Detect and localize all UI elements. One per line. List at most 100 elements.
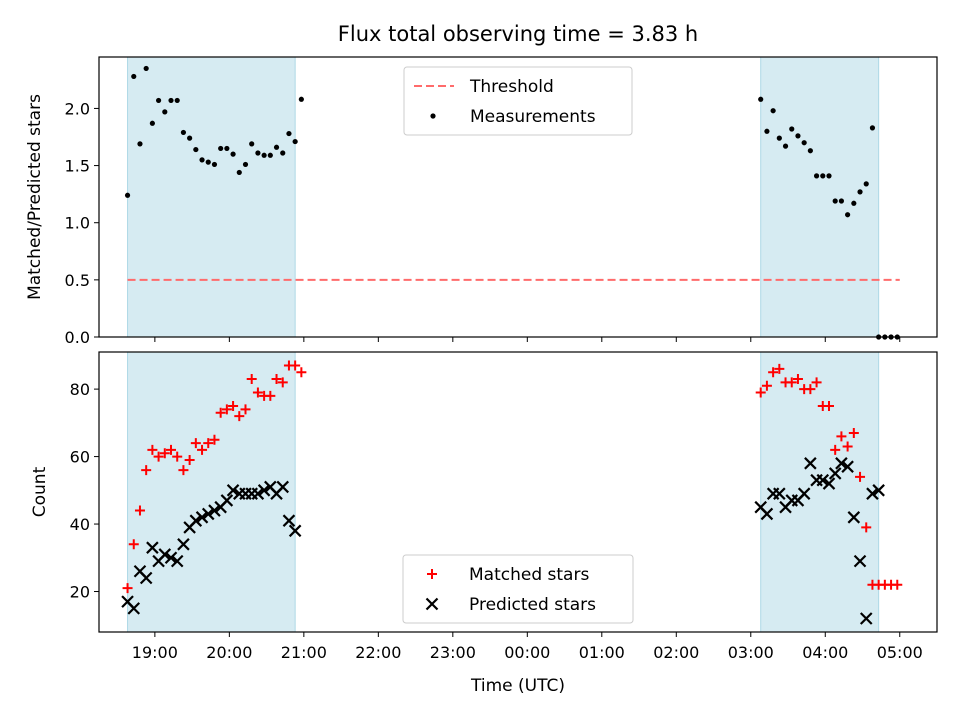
matched-star-point bbox=[290, 360, 301, 371]
measurement-point bbox=[764, 128, 770, 134]
predicted-star-point bbox=[170, 554, 184, 568]
measurement-point bbox=[826, 173, 832, 179]
predicted-star-point bbox=[822, 477, 836, 490]
measurement-point bbox=[255, 150, 261, 156]
bottom-frame bbox=[98, 351, 938, 633]
measurement-point bbox=[149, 120, 155, 126]
x-tick-label: 22:00 bbox=[355, 643, 401, 662]
legend-label: Threshold bbox=[469, 77, 554, 97]
matched-star-point bbox=[855, 471, 866, 482]
predicted-star-point bbox=[177, 538, 190, 551]
predicted-star-point bbox=[146, 541, 159, 554]
matched-star-point bbox=[153, 451, 164, 462]
matched-star-point bbox=[761, 380, 772, 391]
x-tick-label: 02:00 bbox=[653, 643, 699, 662]
matched-star-point bbox=[768, 367, 779, 378]
measurement-point bbox=[143, 65, 149, 72]
predicted-star-point bbox=[816, 473, 830, 487]
matched-star-point bbox=[861, 522, 872, 533]
matched-star-point bbox=[774, 363, 785, 374]
measurement-point bbox=[851, 200, 857, 206]
measurement-point bbox=[267, 152, 273, 158]
measurement-point bbox=[807, 148, 813, 154]
predicted-star-point bbox=[872, 484, 885, 497]
matched-star-point bbox=[277, 377, 288, 388]
x-tick-label: 23:00 bbox=[430, 643, 476, 662]
x-axis-label: Time (UTC) bbox=[470, 676, 565, 696]
predicted-star-point bbox=[804, 457, 817, 470]
legend-swatch bbox=[430, 113, 436, 119]
matched-star-point bbox=[166, 444, 177, 455]
measurement-point bbox=[813, 173, 820, 179]
predicted-star-point bbox=[276, 480, 290, 494]
matched-star-point bbox=[892, 579, 903, 590]
matched-star-point bbox=[203, 438, 214, 449]
observing-window-1 bbox=[127, 56, 296, 338]
top-panel: 0.00.51.01.52.0 Matched/Predicted stars … bbox=[25, 56, 938, 347]
predicted-star-point bbox=[797, 487, 811, 500]
chart-title: Flux total observing time = 3.83 h bbox=[338, 22, 698, 46]
measurement-point bbox=[193, 146, 199, 153]
measurement-point bbox=[242, 161, 249, 168]
matched-star-point bbox=[234, 411, 245, 422]
bottom-y-tick-label: 60 bbox=[70, 448, 90, 467]
matched-star-point bbox=[786, 377, 797, 388]
matched-star-point bbox=[246, 373, 257, 384]
matched-star-point bbox=[178, 465, 189, 476]
measurement-point bbox=[298, 96, 304, 102]
bottom-panel: 20 40 60 80 19:00 20:00 21:00 22:00 23:00 00:00 01… bbox=[30, 351, 938, 696]
measurement-point bbox=[199, 157, 205, 163]
top-frame bbox=[98, 56, 938, 338]
predicted-star-point bbox=[139, 571, 153, 585]
predicted-star-point bbox=[841, 460, 854, 473]
predicted-star-point bbox=[859, 612, 873, 625]
measurement-point bbox=[832, 198, 838, 204]
predicted-star-point bbox=[201, 507, 215, 521]
measurement-point bbox=[155, 97, 162, 104]
measurement-point bbox=[280, 150, 286, 156]
predicted-star-point bbox=[158, 548, 172, 561]
matched-star-point bbox=[240, 404, 251, 415]
matched-star-point bbox=[296, 367, 307, 378]
measurement-point bbox=[758, 96, 764, 102]
measurement-point bbox=[218, 145, 224, 152]
legend-label: Measurements bbox=[470, 107, 596, 127]
measurement-point bbox=[838, 198, 845, 204]
predicted-star-point bbox=[773, 487, 786, 500]
measurement-point bbox=[205, 159, 211, 165]
measurement-point bbox=[795, 133, 801, 139]
measurement-point bbox=[292, 138, 298, 145]
predicted-star-point bbox=[195, 511, 209, 524]
measurement-point bbox=[286, 130, 292, 137]
matched-star-point bbox=[122, 583, 133, 594]
measurement-point bbox=[249, 141, 255, 147]
matched-star-point bbox=[823, 400, 834, 411]
predicted-star-point bbox=[282, 514, 296, 527]
top-y-axis-label: Matched/Predicted stars bbox=[25, 94, 45, 300]
top-legend: Threshold Measurements bbox=[403, 66, 633, 136]
predicted-star-point bbox=[760, 507, 774, 521]
predicted-star-point bbox=[226, 484, 240, 497]
matched-star-point bbox=[792, 373, 803, 384]
top-y-tick-label: 2.0 bbox=[65, 99, 90, 118]
matched-star-point bbox=[147, 444, 158, 455]
matched-star-point bbox=[159, 448, 170, 459]
measurement-point bbox=[776, 135, 782, 141]
matched-star-point bbox=[172, 451, 183, 462]
measurement-point bbox=[180, 129, 187, 136]
matched-star-point bbox=[830, 444, 841, 455]
x-tick-label: 00:00 bbox=[504, 643, 550, 662]
legend-label: Matched stars bbox=[469, 565, 589, 585]
measurement-point bbox=[187, 135, 193, 141]
legend-box bbox=[403, 66, 633, 136]
measurement-point bbox=[137, 141, 143, 147]
x-tick-label: 19:00 bbox=[132, 643, 178, 662]
matched-star-point bbox=[811, 377, 822, 388]
predicted-star-point bbox=[208, 504, 221, 517]
matched-star-point bbox=[184, 454, 195, 465]
measurement-point bbox=[801, 140, 807, 146]
top-y-tick-label: 0.0 bbox=[65, 328, 90, 347]
measurement-point bbox=[224, 145, 230, 152]
matched-star-point bbox=[141, 465, 152, 476]
